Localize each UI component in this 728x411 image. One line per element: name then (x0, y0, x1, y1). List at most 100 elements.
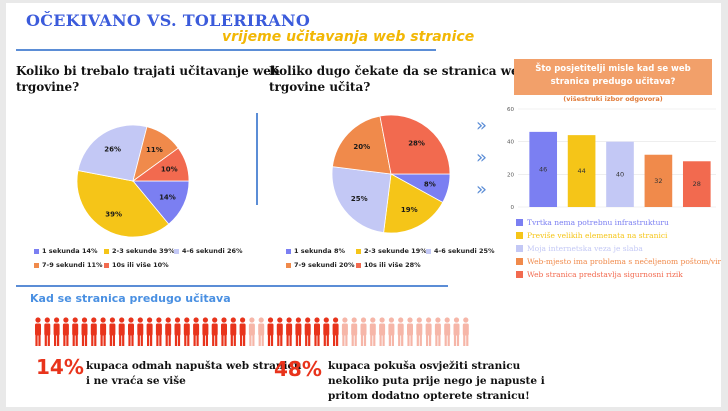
bar-chart-subtitle: (višestruki izbor odgovora) (563, 95, 663, 103)
legend-item: 2-3 sekunde 19% (356, 247, 427, 255)
chart1-title-line2: trgovine? (16, 80, 80, 94)
person-icon (444, 317, 451, 346)
legend-label: 10s ili više 10% (112, 261, 169, 269)
pie-slice-label-1: 19% (401, 206, 418, 214)
person-icon (341, 317, 348, 346)
bar-legend-label: Web-mjesto ima problema s nečeljenom poš… (527, 257, 721, 266)
stat2-line2: nekoliko puta prije nego je napuste i (328, 375, 545, 387)
legend-swatch (286, 262, 291, 268)
person-icon (211, 317, 218, 346)
bar-3 (644, 154, 673, 207)
bar-chart-title: Što posjetitelji misle kad se web strani… (514, 59, 712, 95)
legend-swatch (356, 248, 361, 254)
bar-value-label-0: 46 (539, 165, 547, 173)
person-icon (230, 317, 237, 346)
bar-title-line1: Što posjetitelji misle kad se web (535, 64, 691, 74)
y-tick-label-1: 20 (507, 172, 514, 178)
person-icon (109, 317, 116, 346)
bar-legend-label: Web stranica predstavlja sigurnosni rizi… (527, 270, 683, 279)
stat1-text: kupaca odmah napušta web stranicu i ne v… (86, 359, 302, 389)
person-icon (258, 317, 265, 346)
legend-label: 4-6 sekundi 26% (182, 247, 243, 255)
legend-swatch (516, 219, 523, 226)
pie-slice-2 (77, 124, 148, 182)
chevron-right-icon: » (476, 147, 488, 168)
person-icon (379, 317, 386, 346)
person-icon (239, 317, 246, 346)
person-icon (369, 317, 376, 346)
bar-legend-item: Tvrtka nema potrebnu infrastrukturu (516, 218, 669, 227)
person-icon (416, 317, 423, 346)
pie-chart-tolerated: 8% 19% 25% 20% 28% (331, 114, 451, 234)
legend-swatch (516, 232, 523, 239)
legend-label: 7-9 sekundi 11% (42, 261, 103, 269)
people-icon-row (35, 317, 469, 346)
legend-item: 1 sekunda 14% (34, 247, 98, 255)
person-icon (286, 317, 293, 346)
pie-slice-label-0: 8% (424, 180, 436, 188)
pie-chart-expected: 14% 39% 26% 11% 10% (76, 124, 190, 238)
bar-chart-legend: Tvrtka nema potrebnu infrastrukturu Previ… (516, 218, 721, 288)
person-icon (62, 317, 69, 346)
person-icon (314, 317, 320, 346)
stat1-line2: i ne vraća se više (86, 375, 186, 387)
legend-swatch (426, 248, 431, 254)
legend-item: 7-9 sekundi 11% (34, 261, 103, 269)
chevron-right-icon: » (476, 179, 488, 200)
legend-item: 2-3 sekunde 39% (104, 247, 175, 255)
legend-swatch (104, 262, 109, 268)
legend-item: 10s ili više 10% (104, 261, 169, 269)
legend-swatch (516, 271, 523, 278)
stat2-line1: kupaca pokuša osvježiti stranicu (328, 360, 521, 372)
infographic-canvas: OČEKIVANO VS. TOLERIRANO vrijeme učitava… (6, 3, 721, 407)
person-icon (44, 317, 51, 346)
legend-label: 2-3 sekunde 39% (112, 247, 175, 255)
person-icon (434, 317, 441, 346)
bar-value-label-1: 44 (577, 167, 585, 175)
pie2-legend: 1 sekunda 8% 2-3 sekunde 19% 4-6 sekundi 2… (286, 247, 506, 277)
legend-swatch (516, 245, 523, 252)
person-icon (90, 317, 97, 346)
person-icon (221, 317, 227, 346)
pie-slice-label-3: 11% (146, 146, 163, 154)
person-icon (462, 317, 469, 346)
pie-slice-label-2: 25% (351, 195, 368, 203)
legend-swatch (286, 248, 291, 254)
chart1-title: Koliko bi trebalo trajati učitavanje web… (16, 63, 279, 95)
legend-item: 4-6 sekundi 25% (426, 247, 495, 255)
legend-label: 1 sekunda 14% (42, 247, 98, 255)
legend-label: 4-6 sekundi 25% (434, 247, 495, 255)
pie-slice-3 (332, 115, 392, 175)
bar-2 (606, 141, 634, 207)
person-icon (388, 317, 395, 346)
legend-swatch (34, 248, 39, 254)
person-icon (332, 317, 339, 346)
person-icon (360, 317, 367, 346)
y-tick-label-0: 0 (511, 205, 515, 211)
chart2-title-line2: trgovine učita? (269, 80, 371, 94)
person-icon (128, 317, 134, 346)
legend-label: 2-3 sekunde 19% (364, 247, 427, 255)
person-icon (248, 317, 255, 346)
pie-slice-label-4: 10% (161, 166, 178, 174)
person-icon (304, 317, 311, 346)
legend-item: 10s ili više 28% (356, 261, 421, 269)
person-icon (72, 317, 79, 346)
chevron-right-icon: » (476, 115, 488, 136)
page-title: OČEKIVANO VS. TOLERIRANO (26, 11, 311, 30)
page-subtitle: vrijeme učitavanja web stranice (222, 29, 475, 45)
pie-slice-1 (76, 170, 170, 238)
y-tick-label-2: 40 (507, 140, 514, 146)
bar-legend-label: Tvrtka nema potrebnu infrastrukturu (527, 218, 669, 227)
person-icon (276, 317, 283, 346)
stat2-text: kupaca pokuša osvježiti stranicu nekolik… (328, 359, 545, 404)
title-divider (16, 49, 436, 51)
bar-legend-item: Web-mjesto ima problema s nečeljenom poš… (516, 257, 721, 266)
legend-swatch (34, 262, 39, 268)
person-icon (453, 317, 460, 346)
chevrons-icon-group: » » » (476, 115, 498, 205)
person-icon (351, 317, 358, 346)
pie-slice-label-4: 28% (408, 140, 425, 148)
chart2-title: Koliko dugo čekate da se stranica web tr… (269, 63, 527, 95)
legend-label: 10s ili više 28% (364, 261, 421, 269)
